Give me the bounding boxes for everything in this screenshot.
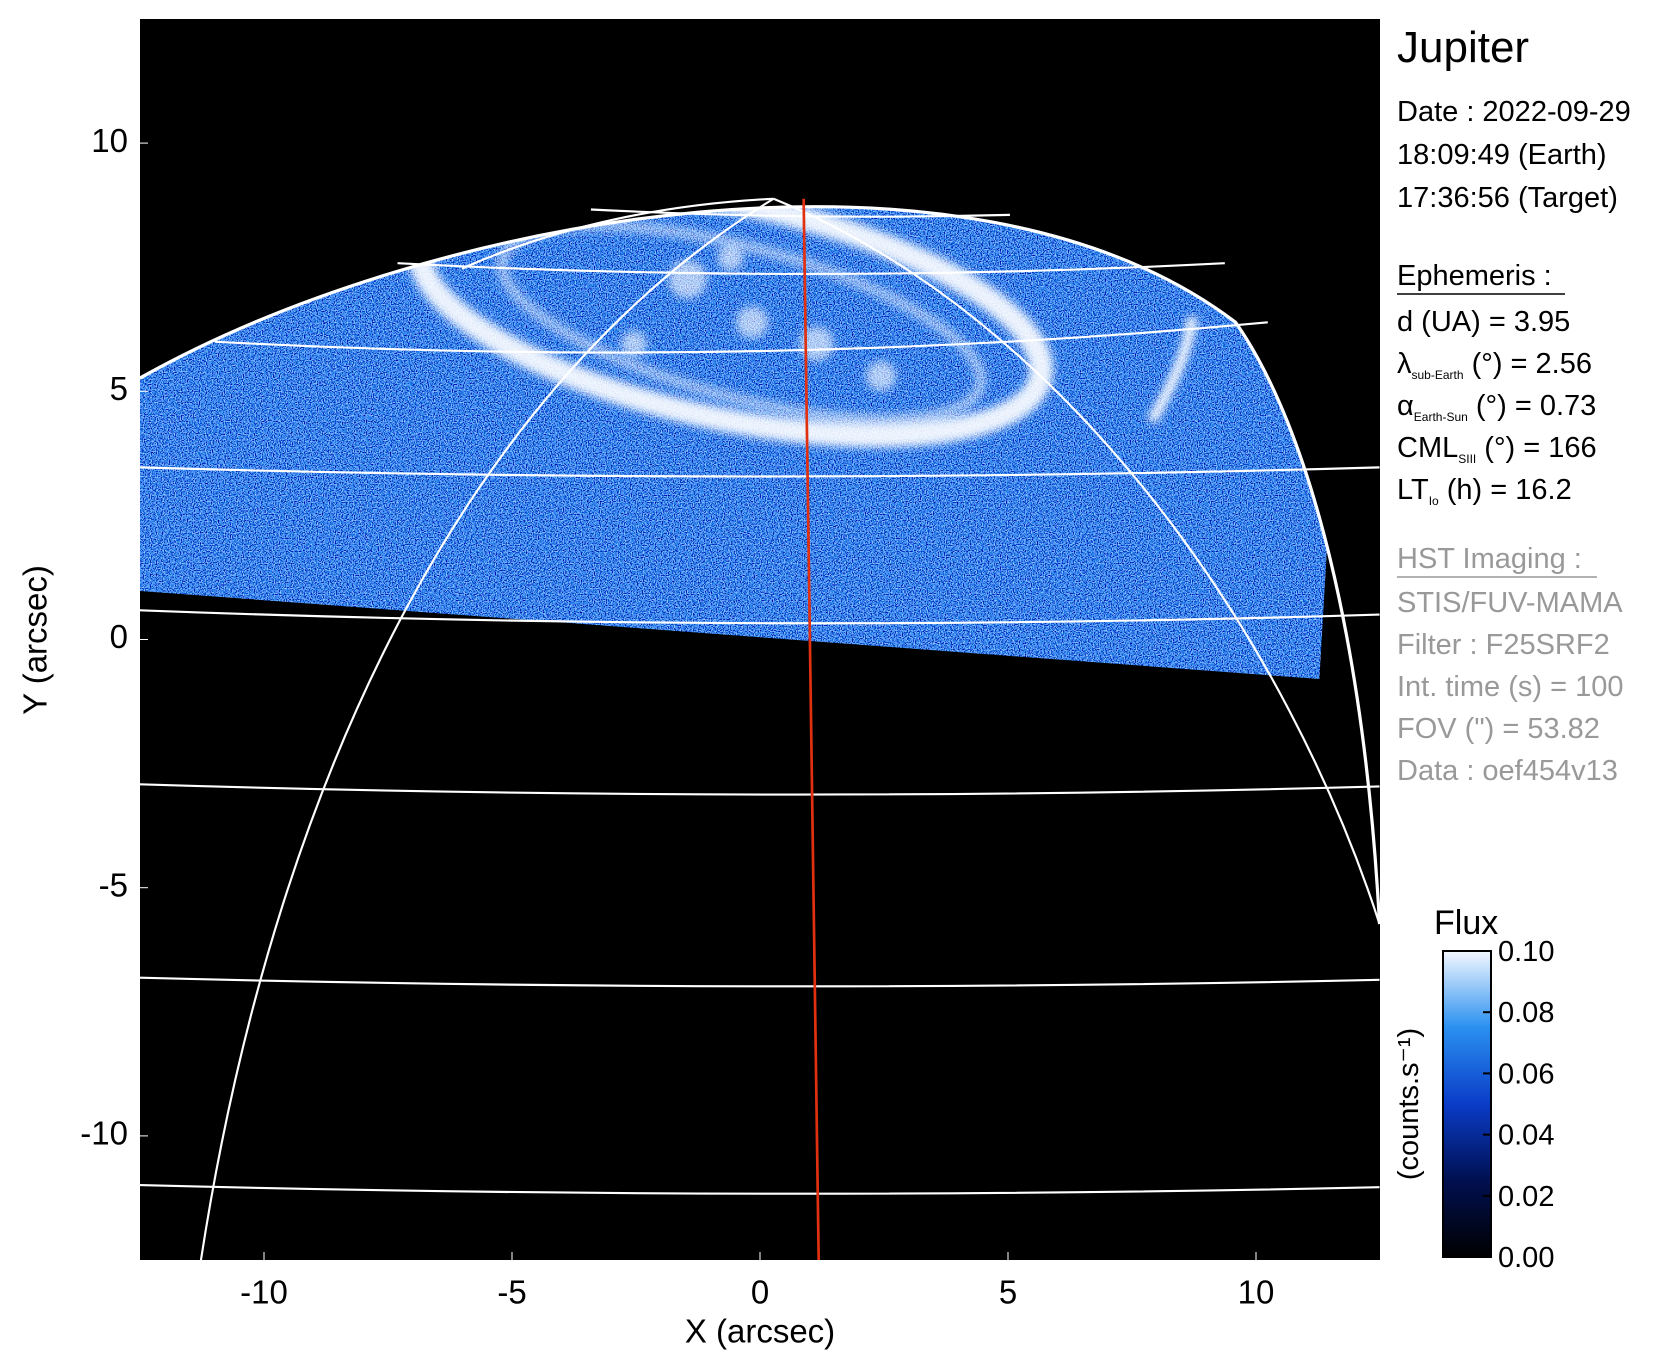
y-tick-label: 5 <box>110 370 128 407</box>
y-tick-label: -5 <box>99 866 128 903</box>
ephemeris-text: (°) = 166 <box>1476 432 1596 464</box>
ephemeris-line: d (UA) = 3.95 <box>1397 306 1570 338</box>
colorbar-tick-label: 0.06 <box>1498 1058 1554 1090</box>
ephemeris-text: (h) = 16.2 <box>1439 474 1572 506</box>
imaging-line: FOV (") = 53.82 <box>1397 713 1600 745</box>
ephemeris-title: Ephemeris : <box>1397 260 1552 292</box>
colorbar-tick-label: 0.08 <box>1498 997 1554 1029</box>
x-tick-label: 5 <box>999 1274 1017 1311</box>
y-tick-label: 0 <box>110 618 128 655</box>
colorbar-scale <box>1442 950 1492 1258</box>
imaging-line: STIS/FUV-MAMA <box>1397 587 1623 619</box>
chart-title: Jupiter <box>1397 23 1529 72</box>
central-meridian <box>802 198 821 1260</box>
imaging-line: Filter : F25SRF2 <box>1397 629 1610 661</box>
ephemeris-line: CMLSIII (°) = 166 <box>1397 432 1597 466</box>
x-axis-label: X (arcsec) <box>685 1313 835 1350</box>
colorbar-tick-label: 0.04 <box>1498 1120 1554 1152</box>
ephemeris-subscript: Earth-Sun <box>1414 410 1468 424</box>
ephemeris-subscript: Io <box>1429 494 1439 508</box>
imaging-title: HST Imaging : <box>1397 543 1582 575</box>
colorbar: Flux (counts.s⁻¹) 0.00 0.02 0.04 0.06 0.08 0.… <box>1393 904 1554 1274</box>
colorbar-label: (counts.s⁻¹) <box>1393 1028 1425 1180</box>
date-line: 18:09:49 (Earth) <box>1397 139 1607 171</box>
y-tick-label: 10 <box>91 122 128 159</box>
ephemeris-text: (°) = 2.56 <box>1464 348 1592 380</box>
ephemeris-symbol: LT <box>1397 474 1429 506</box>
colorbar-tick-label: 0.00 <box>1498 1242 1554 1274</box>
ephemeris-line: λsub-Earth (°) = 2.56 <box>1397 348 1592 382</box>
ephemeris-text: (°) = 0.73 <box>1468 390 1596 422</box>
plot-area <box>140 19 1380 1260</box>
x-tick-label: 0 <box>751 1274 769 1311</box>
ephemeris-subscript: SIII <box>1458 452 1476 466</box>
ephemeris-line: LTIo (h) = 16.2 <box>1397 474 1572 508</box>
date-line: 17:36:56 (Target) <box>1397 182 1618 214</box>
colorbar-tick-label: 0.02 <box>1498 1181 1554 1213</box>
planet-grid <box>140 197 1380 1260</box>
ephemeris-subscript: sub-Earth <box>1412 368 1464 382</box>
ephemeris-text: d (UA) = 3.95 <box>1397 306 1570 338</box>
ephemeris-symbol: λ <box>1397 348 1412 380</box>
colorbar-title: Flux <box>1434 904 1498 942</box>
y-tick-label: -10 <box>80 1115 128 1152</box>
date-line: Date : 2022-09-29 <box>1397 96 1631 128</box>
y-axis-label: Y (arcsec) <box>17 565 54 715</box>
imaging-line: Data : oef454v13 <box>1397 755 1618 787</box>
ephemeris-line: αEarth-Sun (°) = 0.73 <box>1397 390 1596 424</box>
info-panel: Date : 2022-09-29 18:09:49 (Earth) 17:36:5… <box>1397 96 1631 787</box>
ephemeris-symbol: CML <box>1397 432 1458 464</box>
colorbar-tick-label: 0.10 <box>1498 936 1554 968</box>
x-tick-label: 10 <box>1238 1274 1275 1311</box>
x-tick-label: -10 <box>240 1274 288 1311</box>
imaging-line: Int. time (s) = 100 <box>1397 671 1623 703</box>
ephemeris-symbol: α <box>1397 390 1414 422</box>
x-tick-label: -5 <box>497 1274 526 1311</box>
